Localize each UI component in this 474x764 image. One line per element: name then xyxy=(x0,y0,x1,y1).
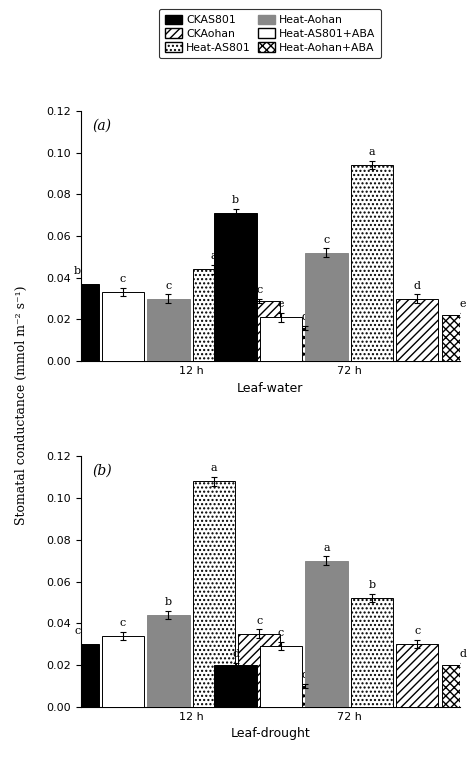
Text: e: e xyxy=(459,299,466,309)
Bar xyxy=(351,165,393,361)
Bar xyxy=(305,561,347,707)
Bar xyxy=(56,644,99,707)
Bar xyxy=(351,598,393,707)
Text: a: a xyxy=(369,147,375,157)
Bar xyxy=(102,636,144,707)
Text: c: c xyxy=(256,616,263,626)
Text: a: a xyxy=(210,251,217,261)
Text: c: c xyxy=(323,235,329,244)
Text: e: e xyxy=(278,299,284,309)
Bar xyxy=(283,328,326,361)
Bar xyxy=(260,646,302,707)
Bar xyxy=(147,615,190,707)
Text: c: c xyxy=(74,626,81,636)
Bar xyxy=(396,299,438,361)
Bar xyxy=(215,665,257,707)
Bar xyxy=(215,213,257,361)
Bar xyxy=(260,317,302,361)
Text: b: b xyxy=(165,597,172,607)
Text: b: b xyxy=(232,195,239,205)
X-axis label: Leaf-drought: Leaf-drought xyxy=(230,727,310,740)
Text: a: a xyxy=(210,464,217,474)
Text: c: c xyxy=(278,628,284,638)
Bar xyxy=(102,293,144,361)
Bar xyxy=(193,270,235,361)
Text: d: d xyxy=(459,649,466,659)
Text: c: c xyxy=(256,285,263,295)
Bar xyxy=(147,299,190,361)
Bar xyxy=(305,253,347,361)
Text: (b): (b) xyxy=(92,464,111,478)
Bar xyxy=(442,665,474,707)
Text: a: a xyxy=(323,542,330,552)
X-axis label: Leaf-water: Leaf-water xyxy=(237,381,303,394)
Text: d: d xyxy=(414,280,421,290)
Text: c: c xyxy=(120,274,126,284)
Bar xyxy=(193,481,235,707)
Bar xyxy=(442,316,474,361)
Text: c: c xyxy=(165,280,172,290)
Text: d: d xyxy=(232,649,239,659)
Legend: CKAS801, CKAohan, Heat-AS801, Heat-Aohan, Heat-AS801+ABA, Heat-Aohan+ABA: CKAS801, CKAohan, Heat-AS801, Heat-Aohan… xyxy=(159,9,381,58)
Text: c: c xyxy=(120,618,126,628)
Bar xyxy=(238,301,281,361)
Bar xyxy=(238,633,281,707)
Text: b: b xyxy=(74,266,81,276)
Bar xyxy=(283,686,326,707)
Text: c: c xyxy=(414,626,420,636)
Text: d: d xyxy=(301,312,308,322)
Text: b: b xyxy=(368,581,375,591)
Bar xyxy=(396,644,438,707)
Bar xyxy=(56,284,99,361)
Text: Stomatal conductance (mmol m⁻² s⁻¹): Stomatal conductance (mmol m⁻² s⁻¹) xyxy=(15,285,28,525)
Text: d: d xyxy=(301,670,308,680)
Text: (a): (a) xyxy=(92,118,111,132)
